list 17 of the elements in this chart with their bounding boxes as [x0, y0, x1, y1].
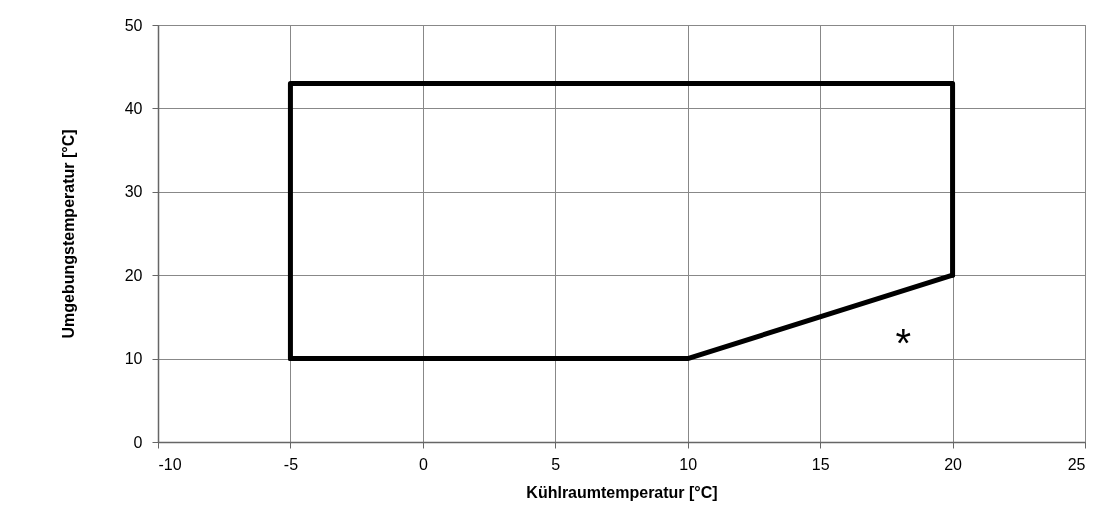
x-tick-label: 15: [811, 455, 830, 473]
y-tick-label: 20: [124, 266, 143, 284]
x-tick-label: -10: [158, 455, 182, 473]
x-tick-label: -5: [283, 455, 299, 473]
y-tick-label: 10: [124, 350, 143, 368]
y-tick-label: 40: [124, 99, 143, 117]
x-axis-title: Kühlraumtemperatur [°C]: [526, 483, 718, 501]
y-axis-title: Umgebungstemperatur [°C]: [59, 129, 77, 339]
y-tick-label: 30: [124, 183, 143, 201]
annotation: *: [895, 320, 912, 365]
y-tick-label: 50: [124, 16, 143, 34]
x-tick-label: 25: [1067, 455, 1086, 473]
y-tick-label: 0: [133, 433, 143, 451]
x-tick-label: 10: [679, 455, 698, 473]
x-tick-label: 5: [551, 455, 561, 473]
x-tick-label: 20: [944, 455, 963, 473]
x-tick-label: 0: [418, 455, 428, 473]
